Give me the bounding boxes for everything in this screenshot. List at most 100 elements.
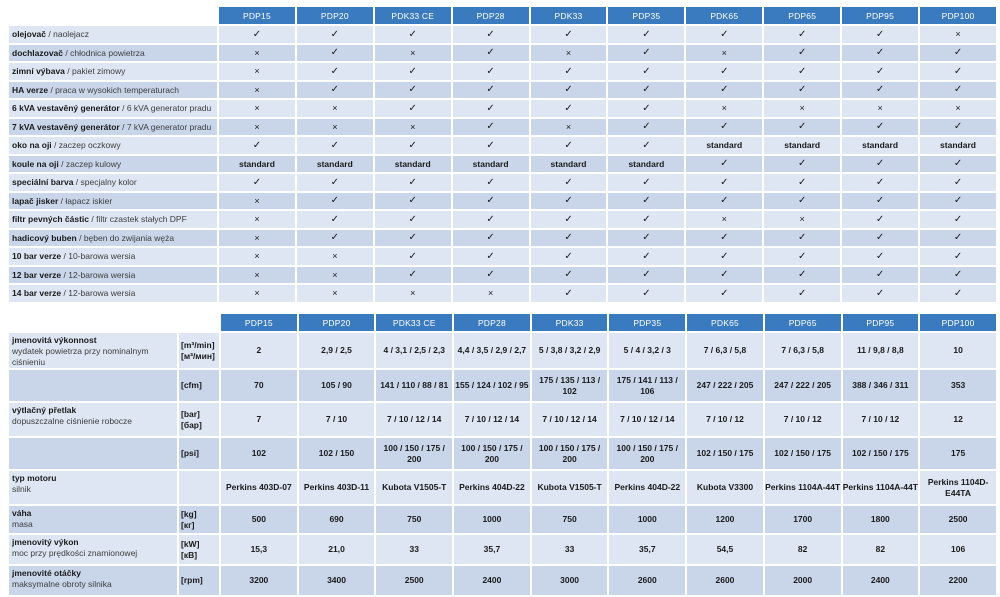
check-icon: ✓ — [720, 84, 729, 96]
check-icon: ✓ — [720, 28, 729, 40]
spec-label-pl: wydatek powietrza przy nominalnym ciśnie… — [12, 346, 149, 367]
option-cell: ✓ — [842, 26, 919, 43]
option-cell: ✓ — [374, 81, 451, 98]
option-cell: × — [219, 192, 295, 209]
spec-value: 247 / 222 / 205 — [687, 370, 763, 401]
spec-value: 100 / 150 / 175 / 200 — [454, 438, 530, 469]
spec-row: váha masa [kg] [кг] 500 690 750 1000 750 1000 1200… — [9, 506, 996, 533]
option-cell: ✓ — [686, 155, 763, 172]
option-label-cz: 6 kVA vestavěný generátor — [12, 103, 120, 114]
check-icon: ✓ — [486, 102, 495, 114]
spec-row: jmenovité otáčky maksymalne obroty silnik… — [9, 566, 996, 595]
option-cell: ✓ — [686, 192, 763, 209]
cross-icon: × — [332, 251, 338, 262]
spec-value: 175 / 135 / 113 / 102 — [531, 370, 608, 401]
label-separator: / — [63, 47, 71, 58]
option-label: 14 bar verze / 12-barowa wersia — [9, 285, 217, 302]
option-cell: ✓ — [764, 248, 841, 265]
spec-row: [psi] 102 102 / 150 100 / 150 / 175 / 200 10… — [9, 438, 996, 469]
option-cell: ✓ — [842, 229, 919, 246]
label-separator: / — [89, 214, 97, 225]
option-cell: ✓ — [296, 211, 373, 228]
check-icon: ✓ — [720, 65, 729, 77]
cross-icon: × — [565, 47, 572, 58]
check-icon: ✓ — [875, 195, 885, 207]
spec-value: 1200 — [687, 506, 763, 533]
option-cell: × — [219, 63, 295, 80]
unit-label: [кВ] — [181, 549, 198, 560]
cross-icon: × — [254, 195, 260, 206]
option-cell: standard — [764, 137, 841, 154]
unit-label: [кг] — [181, 519, 195, 530]
check-icon: ✓ — [486, 28, 495, 40]
option-label-cz: 10 bar verze — [12, 251, 62, 262]
check-icon: ✓ — [564, 287, 573, 299]
spec-value: 750 — [376, 506, 453, 533]
unit-cell: [rpm] — [179, 566, 219, 595]
option-cell: ✓ — [219, 26, 295, 43]
check-icon: ✓ — [642, 195, 651, 207]
option-cell: ✓ — [374, 174, 451, 191]
option-label: HA verze / praca w wysokich temperaturac… — [9, 81, 217, 98]
option-cell: ✓ — [842, 118, 919, 135]
spec-value: 1800 — [842, 506, 919, 533]
option-cell: ✓ — [920, 81, 996, 98]
spec-label: typ motoru silnik — [9, 471, 177, 504]
option-cell: ✓ — [452, 248, 529, 265]
check-icon: ✓ — [486, 213, 495, 225]
spec-value: 7 / 10 / 12 — [842, 403, 919, 436]
spec-value: 2400 — [842, 566, 919, 595]
standard-value: standard — [862, 140, 899, 151]
option-cell: × — [920, 100, 996, 117]
spec-value: 15,3 — [221, 535, 297, 564]
spec-value: Perkins 403D-07 — [221, 471, 297, 504]
header-blank-cell — [9, 7, 217, 24]
option-cell: ✓ — [920, 192, 996, 209]
cross-icon: × — [410, 121, 416, 132]
model-header: PDP28 — [454, 314, 530, 331]
option-cell: ✓ — [608, 137, 685, 154]
option-cell: ✓ — [374, 100, 451, 117]
option-label: speciální barva / specjalny kolor — [9, 174, 217, 191]
spec-label-pl: maksymalne obroty silnika — [12, 579, 112, 589]
option-row: filtr pevných částic / filtr czastek sta… — [9, 211, 996, 228]
model-header: PDP35 — [608, 7, 685, 24]
option-label-pl: specjalny kolor — [80, 177, 137, 188]
spec-value: 2600 — [687, 566, 763, 595]
option-cell: ✓ — [764, 192, 841, 209]
check-icon: ✓ — [486, 232, 495, 244]
spec-value: 5 / 4 / 3,2 / 3 — [609, 333, 686, 368]
spec-value: 102 / 150 / 175 — [764, 438, 841, 469]
option-cell: ✓ — [452, 229, 529, 246]
option-cell: ✓ — [452, 44, 529, 61]
check-icon: ✓ — [797, 28, 807, 40]
option-cell: standard — [608, 155, 685, 172]
spec-value: 1000 — [454, 506, 530, 533]
cross-icon: × — [254, 269, 260, 280]
check-icon: ✓ — [720, 287, 729, 299]
option-cell: ✓ — [686, 229, 763, 246]
cross-icon: × — [877, 103, 883, 114]
check-icon: ✓ — [330, 213, 340, 225]
unit-label: [bar] — [181, 408, 200, 419]
unit-cell: [m³/min] [м³/мин] — [179, 333, 219, 368]
model-header: PDP65 — [764, 7, 841, 24]
option-row: olejovač / naolejacz ✓ ✓ ✓ ✓ ✓ ✓ ✓ ✓ ✓ × — [9, 26, 996, 43]
cross-icon: × — [254, 121, 260, 132]
spec-value: 70 — [221, 370, 297, 401]
check-icon: ✓ — [486, 176, 495, 188]
option-cell: ✓ — [920, 44, 996, 61]
option-cell: ✓ — [530, 229, 607, 246]
spec-value: 7 / 10 / 12 — [687, 403, 763, 436]
option-cell: ✓ — [842, 248, 919, 265]
check-icon: ✓ — [252, 28, 262, 40]
option-cell: ✓ — [374, 26, 451, 43]
check-icon: ✓ — [953, 65, 963, 77]
option-cell: ✓ — [920, 266, 996, 283]
option-cell: × — [219, 266, 295, 283]
spec-label — [9, 438, 177, 469]
option-cell: ✓ — [608, 248, 685, 265]
option-cell: ✓ — [920, 118, 996, 135]
spec-row: typ motoru silnik Perkins 403D-07 Perkins 4… — [9, 471, 996, 504]
spec-label: váha masa — [9, 506, 177, 533]
